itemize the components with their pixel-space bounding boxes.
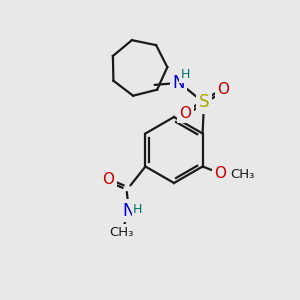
- Text: O: O: [102, 172, 114, 187]
- Text: N: N: [172, 74, 185, 92]
- Text: CH₃: CH₃: [231, 168, 255, 181]
- Text: O: O: [214, 166, 226, 181]
- Text: O: O: [218, 82, 230, 97]
- Text: H: H: [181, 68, 190, 82]
- Text: S: S: [199, 93, 209, 111]
- Text: CH₃: CH₃: [110, 226, 134, 239]
- Text: H: H: [133, 202, 142, 216]
- Text: O: O: [179, 106, 191, 121]
- Text: N: N: [122, 202, 135, 220]
